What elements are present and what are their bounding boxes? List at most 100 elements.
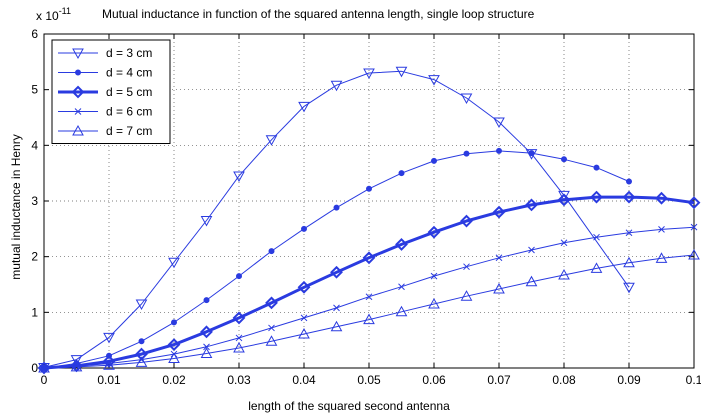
marker-triangle-down bbox=[200, 215, 213, 227]
marker-triangle-down bbox=[298, 101, 310, 113]
legend-item: d = 7 cm bbox=[58, 124, 152, 138]
marker-diamond bbox=[557, 193, 571, 207]
marker-dot bbox=[496, 147, 502, 154]
marker-x bbox=[333, 304, 340, 312]
marker-triangle-up bbox=[298, 328, 310, 339]
marker-diamond bbox=[492, 205, 506, 219]
marker-dot bbox=[561, 156, 567, 163]
marker-diamond bbox=[297, 280, 311, 294]
x-tick-label: 0.08 bbox=[552, 373, 576, 387]
x-tick-label: 0.06 bbox=[422, 373, 446, 387]
marker-triangle-down bbox=[70, 355, 83, 366]
marker-diamond bbox=[330, 265, 343, 279]
marker-diamond bbox=[37, 361, 51, 375]
series-lines bbox=[37, 66, 701, 375]
marker-triangle-up bbox=[38, 361, 50, 373]
x-tick-label: 0 bbox=[41, 373, 48, 387]
legend-item: d = 3 cm bbox=[58, 46, 152, 60]
marker-diamond bbox=[427, 225, 441, 239]
marker-x bbox=[300, 314, 308, 322]
y-tick-label: 6 bbox=[31, 27, 38, 41]
marker-dot bbox=[366, 185, 372, 192]
marker-x bbox=[74, 108, 82, 115]
marker-triangle-down bbox=[72, 48, 84, 60]
marker-diamond bbox=[590, 190, 603, 204]
marker-x bbox=[690, 223, 698, 231]
marker-triangle-up bbox=[70, 360, 83, 372]
marker-triangle-down bbox=[363, 68, 375, 79]
marker-triangle-up bbox=[655, 252, 668, 263]
marker-triangle-up bbox=[135, 356, 148, 367]
marker-triangle-up bbox=[330, 320, 343, 332]
marker-dot bbox=[268, 248, 275, 255]
marker-triangle-down bbox=[135, 299, 148, 311]
marker-dot bbox=[528, 150, 535, 157]
marker-diamond bbox=[102, 354, 116, 368]
marker-triangle-up bbox=[525, 275, 538, 287]
marker-diamond bbox=[362, 251, 376, 265]
exponent-power: -11 bbox=[59, 6, 71, 16]
marker-triangle-up bbox=[590, 262, 603, 273]
x-tick-label: 0.1 bbox=[686, 373, 701, 387]
marker-triangle-down bbox=[233, 171, 245, 182]
y-tick-label: 0 bbox=[31, 361, 38, 375]
marker-triangle-up bbox=[688, 248, 700, 260]
marker-dot bbox=[626, 178, 632, 185]
series-2 bbox=[41, 147, 632, 371]
marker-triangle-down bbox=[330, 80, 343, 92]
series-1 bbox=[38, 66, 635, 374]
y-exponent-label: x 10-11 bbox=[36, 6, 71, 23]
marker-x bbox=[625, 229, 633, 237]
legend: d = 3 cm d = 4 cm d = 5 cm d = 6 cm d = 7 cm bbox=[51, 39, 171, 144]
x-tick-label: 0.01 bbox=[97, 373, 121, 387]
legend-label: d = 3 cm bbox=[106, 46, 152, 60]
x-axis-label: length of the squared second antenna bbox=[248, 399, 450, 413]
series-line bbox=[43, 195, 695, 370]
x-tick-label: 0.07 bbox=[487, 373, 511, 387]
marker-triangle-down bbox=[395, 66, 408, 78]
marker-x bbox=[203, 343, 210, 351]
x-tick-label: 0.04 bbox=[292, 373, 316, 387]
marker-diamond bbox=[622, 190, 636, 204]
x-tick-label: 0.05 bbox=[357, 373, 381, 387]
marker-triangle-up bbox=[363, 313, 375, 325]
marker-triangle-up bbox=[428, 297, 440, 309]
marker-dot bbox=[431, 157, 437, 164]
marker-dot bbox=[593, 164, 600, 171]
y-tick-label: 1 bbox=[31, 305, 38, 319]
y-axis-label: mutual inductance in Henry bbox=[9, 134, 23, 279]
marker-triangle-up bbox=[623, 256, 635, 268]
marker-triangle-up bbox=[395, 305, 408, 317]
marker-diamond bbox=[167, 338, 181, 352]
marker-diamond bbox=[655, 191, 668, 205]
legend-label: d = 4 cm bbox=[106, 66, 152, 80]
marker-diamond bbox=[265, 296, 278, 310]
marker-triangle-up bbox=[558, 269, 570, 280]
marker-triangle-up bbox=[233, 341, 245, 353]
marker-diamond bbox=[71, 85, 85, 99]
marker-x bbox=[365, 293, 373, 301]
marker-dot bbox=[301, 225, 307, 232]
marker-diamond bbox=[232, 311, 246, 325]
marker-triangle-down bbox=[168, 257, 180, 269]
marker-diamond bbox=[460, 214, 473, 228]
marker-triangle-up bbox=[72, 124, 84, 136]
marker-x bbox=[560, 239, 568, 247]
marker-triangle-up bbox=[103, 359, 115, 370]
axis-ticks: 0 0.01 0.02 0.03 0.04 0.05 0.06 0.07 0.08 0.09 0.1… bbox=[31, 27, 701, 387]
marker-triangle-down bbox=[493, 117, 505, 128]
x-tick-label: 0.02 bbox=[162, 373, 186, 387]
marker-diamond bbox=[200, 325, 213, 339]
marker-dot bbox=[138, 338, 145, 345]
marker-triangle-up bbox=[168, 352, 180, 364]
y-tick-label: 3 bbox=[31, 194, 38, 208]
series-line bbox=[43, 254, 695, 369]
marker-dot bbox=[75, 69, 81, 76]
series-5 bbox=[38, 248, 700, 373]
legend-item: d = 6 cm bbox=[58, 105, 152, 119]
x-tick-label: 0.03 bbox=[227, 373, 251, 387]
marker-x bbox=[430, 272, 438, 280]
marker-dot bbox=[398, 170, 405, 177]
marker-triangle-down bbox=[623, 282, 635, 294]
